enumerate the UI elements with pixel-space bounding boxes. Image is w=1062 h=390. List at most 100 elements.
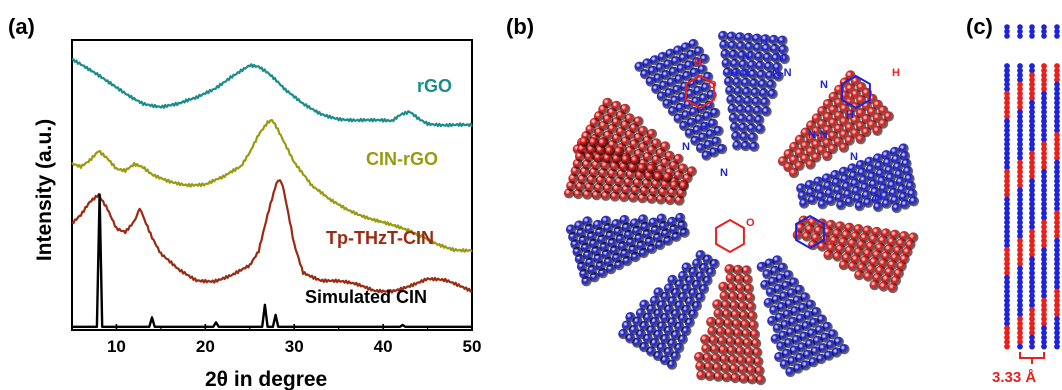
red-sphere [637,162,648,174]
column-sphere [1017,256,1023,263]
series-line-rgo [71,58,473,128]
column-sphere [1004,293,1010,299]
molecular-overlay: H N N H-N N-N N H N-N N H N N H O H O O … [682,35,900,251]
column-sphere [1004,191,1010,198]
column-sphere [1041,256,1047,263]
red-sphere [737,301,748,312]
column-sphere [1017,104,1023,111]
column-sphere [1029,302,1035,309]
column-sphere [1017,164,1023,171]
blue-sphere [881,198,893,209]
column-sphere [1017,288,1023,295]
column-sphere [1017,72,1023,79]
column-sphere [1004,150,1010,157]
x-tick-label: 50 [463,337,482,356]
red-sphere [744,355,756,367]
blue-sphere [753,42,764,53]
red-sphere [724,264,735,275]
column-sphere [1041,274,1047,281]
red-sphere [710,353,722,364]
top-sphere [1004,24,1010,30]
column-sphere [1004,339,1010,345]
blue-sphere [711,136,722,147]
column-sphere [1017,242,1023,249]
series-line-tp-thzt-cin [71,179,473,294]
column-sphere [1054,270,1060,276]
blue-sphere [726,31,737,42]
blue-sphere [667,274,678,286]
triazine-atom: N [776,51,784,63]
spacing-bracket [1019,352,1045,364]
column-sphere [1054,72,1060,79]
column-sphere [1029,224,1035,230]
blue-sphere [720,49,731,60]
column-sphere [1041,265,1047,272]
column-sphere [1029,72,1035,79]
column-sphere [1041,155,1047,161]
column-sphere [1054,214,1060,221]
triazine-atom: N [850,151,858,163]
red-sphere [713,308,724,319]
column-sphere [1004,224,1010,230]
blue-sphere [666,216,678,228]
red-sphere [872,125,883,136]
column-sphere [1054,237,1060,244]
column-sphere [1029,95,1035,102]
triazine-atom: N [820,79,828,91]
red-sphere [740,319,751,330]
blue-sphere [681,262,692,273]
column-sphere [1004,288,1010,295]
blue-sphere [736,104,747,115]
column-sphere [1041,109,1047,115]
column-sphere [1029,256,1035,263]
column-sphere [1041,306,1047,313]
column-sphere [1029,159,1035,166]
red-sphere [662,172,673,183]
blue-sphere [742,86,753,98]
x-axis-title: 2θ in degree [205,368,327,390]
column-sphere [1004,155,1010,161]
column-sphere [1054,325,1060,332]
column-sphere [1054,283,1060,290]
blue-sphere [713,125,724,137]
red-sphere [686,166,697,177]
triazine-atom: N [682,141,690,153]
column-sphere [1029,141,1035,148]
red-sphere [878,118,889,129]
triazine-atom: N [742,51,750,63]
red-sphere [847,261,859,272]
column-sphere [1041,182,1047,189]
column-sphere [1041,86,1047,92]
series-label-rgo: rGO [417,76,452,96]
column-sphere [1017,279,1023,286]
triazine-atom: H-N [730,67,750,79]
column-sphere [1041,329,1047,336]
blue-sphere [722,67,734,78]
column-sphere [1054,224,1060,230]
column-sphere [1041,145,1047,152]
blue-sphere [748,69,759,80]
column-sphere [1017,311,1023,318]
column-sphere [1029,316,1035,322]
column-sphere [1029,86,1035,92]
red-sphere [735,346,746,357]
blue-sphere [738,59,749,70]
series-line-cin-rgo [71,119,473,253]
column-sphere [1029,270,1035,276]
red-sphere [729,363,740,375]
column-sphere [1017,219,1023,226]
column-sphere [1054,182,1060,189]
red-sphere [754,365,765,377]
blue-sphere [726,94,737,106]
column-sphere [1004,325,1010,332]
red-sphere [743,346,754,358]
column-sphere [1004,251,1010,258]
column-sphere [1029,247,1035,253]
red-sphere [746,301,757,313]
red-sphere [717,335,728,347]
column-sphere [1017,187,1023,194]
blue-sphere [891,202,902,214]
column-sphere [1029,196,1035,203]
column-sphere [1004,311,1010,318]
panel-b-label: (b) [506,14,534,39]
